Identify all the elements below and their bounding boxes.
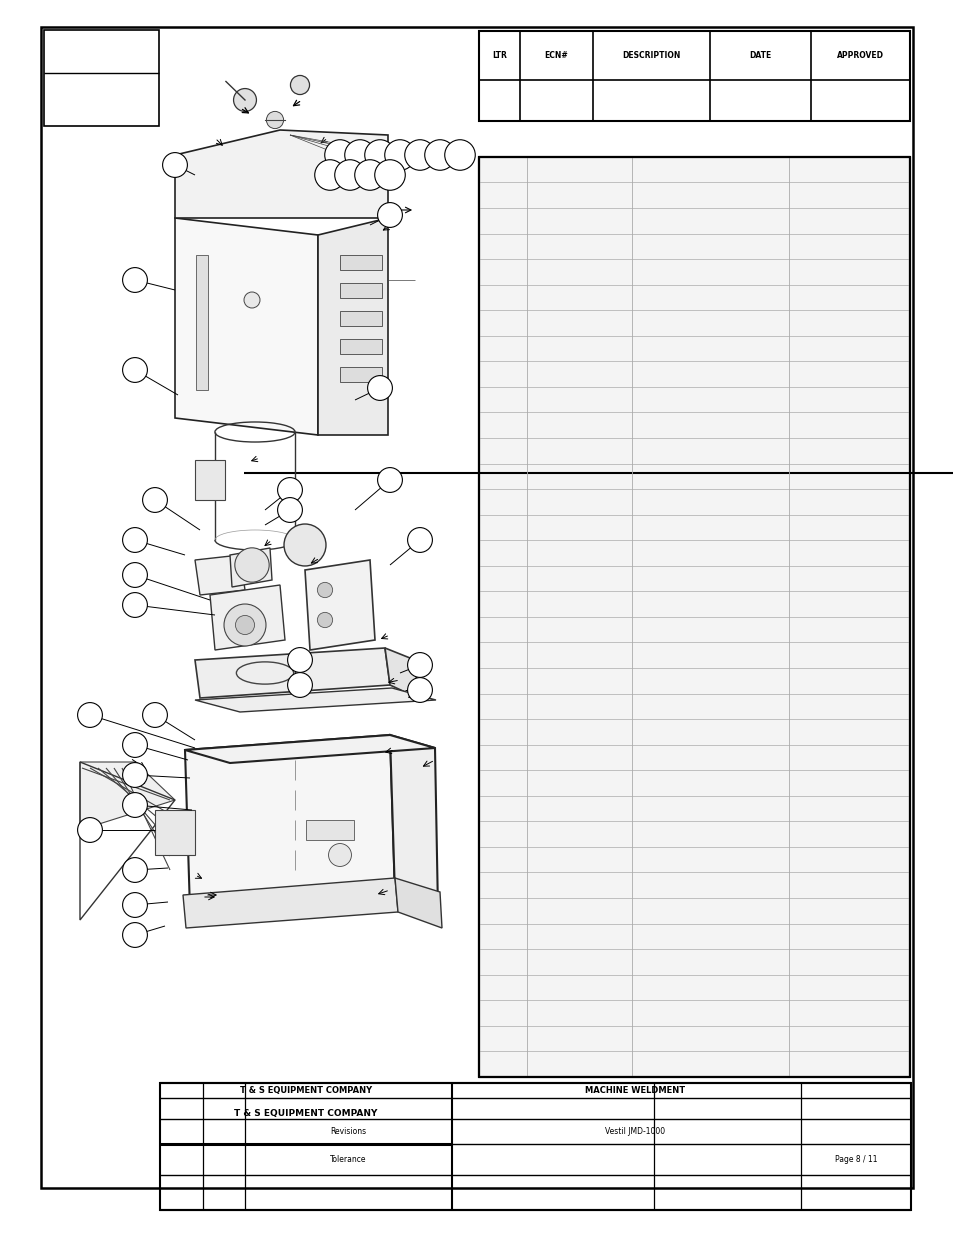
Polygon shape xyxy=(185,735,435,763)
Text: T & S EQUIPMENT COMPANY: T & S EQUIPMENT COMPANY xyxy=(239,1087,372,1095)
Circle shape xyxy=(123,593,148,618)
Polygon shape xyxy=(210,585,285,650)
Circle shape xyxy=(224,604,266,646)
Bar xyxy=(154,810,194,855)
Polygon shape xyxy=(317,219,388,435)
Text: DESCRIPTION: DESCRIPTION xyxy=(621,51,679,61)
Circle shape xyxy=(77,703,102,727)
Bar xyxy=(194,459,225,500)
Circle shape xyxy=(317,613,333,627)
Circle shape xyxy=(123,857,148,882)
Polygon shape xyxy=(194,555,245,595)
Text: LTR: LTR xyxy=(492,51,506,61)
Polygon shape xyxy=(185,735,395,910)
Bar xyxy=(478,157,909,1077)
Circle shape xyxy=(123,732,148,757)
Circle shape xyxy=(377,203,402,227)
Circle shape xyxy=(290,75,309,95)
Circle shape xyxy=(324,140,355,170)
Polygon shape xyxy=(174,130,388,219)
Circle shape xyxy=(235,615,254,635)
Text: DATE: DATE xyxy=(748,51,771,61)
Bar xyxy=(195,254,208,390)
Circle shape xyxy=(142,488,167,513)
Polygon shape xyxy=(390,735,437,910)
Circle shape xyxy=(287,673,312,698)
Circle shape xyxy=(328,844,351,867)
Polygon shape xyxy=(305,559,375,650)
Circle shape xyxy=(407,678,432,703)
Polygon shape xyxy=(194,688,436,713)
Circle shape xyxy=(123,358,148,383)
Circle shape xyxy=(123,563,148,588)
Circle shape xyxy=(162,153,187,178)
Text: Page 8 / 11: Page 8 / 11 xyxy=(834,1155,876,1163)
Circle shape xyxy=(123,923,148,947)
Text: ECN#: ECN# xyxy=(544,51,568,61)
Bar xyxy=(160,1083,910,1210)
Bar xyxy=(339,367,381,382)
Polygon shape xyxy=(183,878,397,927)
Circle shape xyxy=(384,140,415,170)
Circle shape xyxy=(424,140,455,170)
Text: Tolerance: Tolerance xyxy=(330,1155,366,1163)
Circle shape xyxy=(123,893,148,918)
Circle shape xyxy=(314,159,345,190)
Circle shape xyxy=(266,111,283,128)
Bar xyxy=(339,311,381,326)
Text: T & S EQUIPMENT COMPANY: T & S EQUIPMENT COMPANY xyxy=(234,1109,377,1118)
Circle shape xyxy=(367,375,392,400)
Circle shape xyxy=(407,652,432,678)
Text: APPROVED: APPROVED xyxy=(836,51,883,61)
Circle shape xyxy=(123,793,148,818)
Circle shape xyxy=(234,548,269,582)
Bar xyxy=(339,254,381,270)
Bar xyxy=(478,31,909,121)
Circle shape xyxy=(335,159,365,190)
Circle shape xyxy=(123,527,148,552)
Circle shape xyxy=(355,159,385,190)
Circle shape xyxy=(444,140,475,170)
Circle shape xyxy=(142,703,167,727)
Bar xyxy=(339,338,381,354)
Circle shape xyxy=(277,498,302,522)
Circle shape xyxy=(375,159,405,190)
Circle shape xyxy=(317,583,333,598)
Bar xyxy=(339,283,381,298)
Circle shape xyxy=(364,140,395,170)
Polygon shape xyxy=(385,648,417,698)
Circle shape xyxy=(123,268,148,293)
Circle shape xyxy=(277,478,302,503)
Polygon shape xyxy=(80,762,174,830)
Bar xyxy=(306,820,354,840)
Text: Revisions: Revisions xyxy=(330,1126,366,1136)
Bar xyxy=(478,157,909,1077)
Bar xyxy=(44,30,159,126)
Circle shape xyxy=(377,468,402,493)
Polygon shape xyxy=(230,548,272,587)
Circle shape xyxy=(123,762,148,788)
Circle shape xyxy=(287,647,312,672)
Text: MACHINE WELDMENT: MACHINE WELDMENT xyxy=(585,1087,684,1095)
Circle shape xyxy=(244,291,260,308)
Circle shape xyxy=(233,89,256,111)
Circle shape xyxy=(404,140,435,170)
Polygon shape xyxy=(194,648,390,698)
Circle shape xyxy=(407,527,432,552)
Polygon shape xyxy=(395,878,441,927)
Circle shape xyxy=(77,818,102,842)
Text: Vestil JMD-1000: Vestil JMD-1000 xyxy=(605,1126,665,1136)
Polygon shape xyxy=(174,219,317,435)
Circle shape xyxy=(344,140,375,170)
Circle shape xyxy=(284,524,326,566)
